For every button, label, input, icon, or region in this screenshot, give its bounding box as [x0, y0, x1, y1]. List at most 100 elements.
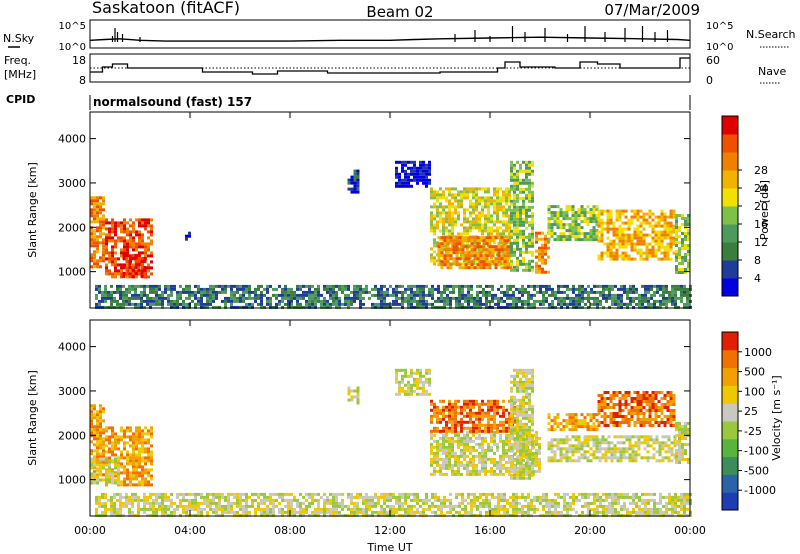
heatmap-cell — [510, 178, 513, 182]
heatmap-cell — [137, 262, 141, 266]
heatmap-cell — [449, 257, 453, 261]
heatmap-cell — [678, 271, 681, 274]
heatmap-cell — [597, 409, 601, 412]
heatmap-cell — [659, 299, 662, 303]
heatmap-cell — [102, 256, 105, 260]
heatmap-cell — [99, 428, 102, 432]
heatmap-cell — [491, 260, 495, 264]
heatmap-cell — [463, 229, 466, 233]
heatmap-cell — [138, 245, 141, 249]
heatmap-cell — [117, 269, 120, 273]
heatmap-cell — [608, 290, 611, 294]
heatmap-cell — [144, 459, 147, 463]
heatmap-cell — [144, 477, 147, 481]
heatmap-cell — [525, 374, 528, 378]
heatmap-cell — [398, 302, 401, 306]
heatmap-cell — [473, 302, 476, 306]
heatmap-cell — [630, 248, 634, 252]
heatmap-cell — [433, 445, 436, 449]
heatmap-cell — [600, 403, 604, 406]
heatmap-cell — [674, 287, 677, 291]
heatmap-cell — [302, 293, 305, 297]
heatmap-cell — [525, 395, 528, 399]
heatmap-cell — [416, 299, 419, 303]
heatmap-cell — [535, 454, 538, 458]
heatmap-cell — [147, 248, 150, 252]
heatmap-cell — [484, 469, 487, 473]
heatmap-cell — [111, 263, 114, 267]
heatmap-cell — [413, 169, 416, 173]
heatmap-cell — [120, 480, 123, 484]
heatmap-cell — [612, 251, 616, 255]
heatmap-cell — [212, 287, 215, 291]
heatmap-cell — [442, 463, 445, 467]
heatmap-cell — [545, 290, 548, 294]
heatmap-cell — [137, 256, 141, 260]
heatmap-cell — [581, 305, 584, 309]
heatmap-cell — [254, 296, 257, 300]
heatmap-cell — [528, 190, 531, 194]
heatmap-cell — [485, 242, 489, 246]
heatmap-cell — [508, 411, 511, 415]
heatmap-cell — [442, 448, 445, 452]
heatmap-cell — [469, 457, 472, 461]
heatmap-cell — [609, 215, 613, 219]
heatmap-cell — [604, 453, 608, 457]
heatmap-cell — [568, 217, 572, 221]
heatmap-cell — [209, 284, 212, 288]
heatmap-cell — [164, 284, 167, 288]
heatmap-cell — [681, 217, 684, 220]
heatmap-cell — [488, 290, 491, 294]
heatmap-cell — [633, 215, 637, 219]
heatmap-cell — [669, 239, 673, 243]
heatmap-cell — [147, 474, 150, 478]
heatmap-cell — [90, 460, 93, 464]
heatmap-cell — [592, 453, 596, 457]
heatmap-cell — [448, 402, 451, 406]
heatmap-cell — [505, 202, 508, 206]
heatmap-cell — [522, 407, 525, 411]
heatmap-cell — [565, 223, 569, 227]
heatmap-cell — [525, 383, 528, 387]
heatmap-cell — [416, 371, 419, 375]
heatmap-cell — [639, 254, 643, 258]
heatmap-cell — [266, 284, 269, 288]
heatmap-cell — [102, 241, 105, 245]
heatmap-cell — [683, 305, 686, 309]
heatmap-cell — [257, 293, 260, 297]
heatmap-cell — [508, 196, 511, 200]
heatmap-cell — [99, 217, 102, 221]
heatmap-cell — [677, 284, 680, 288]
heatmap-cell — [179, 290, 182, 294]
heatmap-cell — [161, 305, 164, 309]
heatmap-cell — [505, 448, 508, 452]
heatmap-cell — [152, 296, 155, 300]
heatmap-cell — [615, 233, 619, 237]
heatmap-cell — [126, 477, 129, 481]
heatmap-cell — [562, 438, 566, 442]
heatmap-cell — [490, 408, 493, 412]
heatmap-cell — [519, 410, 522, 414]
heatmap-cell — [395, 374, 398, 378]
heatmap-cell — [224, 287, 227, 291]
heatmap-cell — [99, 232, 102, 236]
heatmap-cell — [479, 305, 482, 309]
heatmap-cell — [380, 296, 383, 300]
heatmap-cell — [347, 302, 350, 306]
heatmap-cell — [212, 299, 215, 303]
heatmap-cell — [675, 259, 678, 262]
heatmap-cell — [143, 284, 146, 288]
heatmap-cell — [90, 422, 93, 426]
heatmap-cell — [519, 187, 522, 191]
heatmap-cell — [551, 293, 554, 297]
heatmap-cell — [535, 436, 538, 440]
heatmap-cell — [490, 429, 493, 433]
heatmap-cell — [311, 302, 314, 306]
heatmap-cell — [494, 302, 497, 306]
heatmap-cell — [607, 447, 611, 451]
heatmap-cell — [96, 428, 99, 432]
heatmap-cell — [448, 411, 451, 415]
heatmap-cell — [637, 447, 641, 451]
heatmap-cell — [123, 480, 126, 484]
heatmap-cell — [522, 383, 525, 387]
